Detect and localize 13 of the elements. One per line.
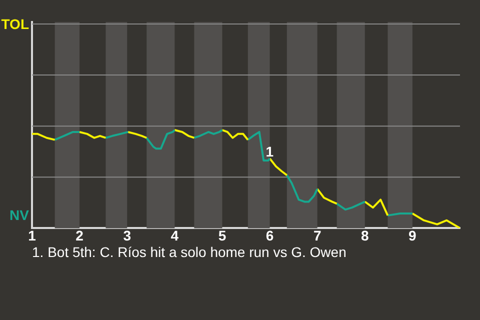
x-tick-label: 3 bbox=[123, 227, 132, 244]
x-tick-label: 8 bbox=[360, 227, 369, 244]
x-tick-label: 4 bbox=[170, 227, 179, 244]
text: 1. Bot 5th: C. Ríos hit a solo home run vs G. Owen bbox=[32, 244, 346, 260]
x-tick-label: 7 bbox=[313, 227, 322, 244]
x-tick-label: 5 bbox=[218, 227, 226, 244]
x-tick-label: 2 bbox=[76, 227, 84, 244]
x-tick-label: 9 bbox=[408, 227, 417, 244]
text: NV bbox=[10, 207, 30, 224]
annotation: 1 bbox=[266, 143, 274, 160]
x-tick-label: 6 bbox=[266, 227, 274, 244]
x-tick-label: 1 bbox=[28, 227, 36, 244]
text: TOL bbox=[1, 16, 30, 32]
